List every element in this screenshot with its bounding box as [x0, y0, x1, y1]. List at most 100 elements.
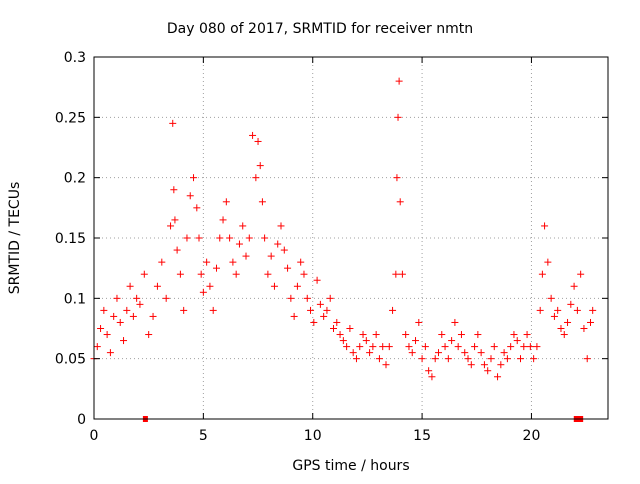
- data-point: [293, 282, 301, 290]
- data-point: [190, 174, 198, 182]
- data-point: [554, 306, 562, 314]
- data-point: [297, 258, 305, 266]
- data-point: [126, 282, 134, 290]
- data-point: [212, 264, 220, 272]
- y-axis-label: SRMTID / TECUs: [7, 182, 23, 295]
- data-point: [547, 294, 555, 302]
- data-point: [136, 300, 144, 308]
- data-point: [497, 361, 505, 369]
- data-point: [320, 312, 328, 320]
- data-point: [229, 258, 237, 266]
- data-point: [270, 282, 278, 290]
- data-point: [467, 361, 475, 369]
- data-point: [280, 246, 288, 254]
- data-point: [245, 234, 253, 242]
- y-tick-label: 0.1: [64, 291, 86, 307]
- data-point: [454, 343, 462, 351]
- data-point: [106, 349, 114, 357]
- x-axis-label: GPS time / hours: [292, 458, 409, 474]
- data-point: [352, 355, 360, 363]
- data-point: [408, 349, 416, 357]
- y-tick-label: 0.3: [64, 50, 86, 66]
- axis-ticks: [93, 56, 608, 420]
- data-point: [392, 270, 400, 278]
- data-point: [434, 349, 442, 357]
- x-tick-label: 0: [90, 428, 99, 444]
- data-point: [145, 331, 153, 339]
- data-point: [369, 343, 377, 351]
- y-tick-label: 0.05: [55, 352, 86, 368]
- data-point: [490, 343, 498, 351]
- data-point: [425, 367, 433, 375]
- data-point: [477, 349, 485, 357]
- data-point: [197, 270, 205, 278]
- data-point: [385, 343, 393, 351]
- data-point: [372, 331, 380, 339]
- data-point: [395, 77, 403, 85]
- data-point: [216, 234, 224, 242]
- x-tick-label: 15: [413, 428, 431, 444]
- data-point: [444, 355, 452, 363]
- data-point: [183, 234, 191, 242]
- y-tick-label: 0.25: [55, 110, 86, 126]
- data-point: [375, 355, 383, 363]
- data-point: [330, 325, 338, 332]
- data-point: [116, 318, 124, 326]
- data-point: [120, 337, 128, 345]
- data-point: [133, 294, 141, 302]
- data-point: [448, 337, 456, 345]
- data-point: [203, 258, 211, 266]
- data-point: [170, 186, 178, 194]
- data-point: [171, 216, 179, 224]
- data-point: [587, 318, 595, 326]
- data-point: [339, 337, 347, 345]
- data-point: [538, 270, 546, 278]
- data-point: [474, 331, 482, 339]
- data-point: [232, 270, 240, 278]
- data-point: [307, 306, 315, 314]
- data-point: [261, 234, 269, 242]
- data-point: [167, 222, 175, 230]
- data-point: [471, 343, 479, 351]
- data-point: [484, 367, 492, 375]
- data-point: [421, 343, 429, 351]
- data-point: [526, 343, 534, 351]
- data-point: [343, 343, 351, 351]
- data-point: [536, 306, 544, 314]
- data-point: [300, 270, 308, 278]
- data-point: [113, 294, 121, 302]
- data-point: [316, 300, 324, 308]
- x-tick-label: 5: [199, 428, 208, 444]
- data-point: [349, 349, 357, 357]
- data-point: [326, 294, 334, 302]
- data-point: [530, 355, 538, 363]
- data-point: [103, 331, 111, 339]
- data-point: [457, 331, 465, 339]
- data-point: [274, 240, 282, 248]
- data-point: [359, 331, 367, 339]
- data-point: [573, 306, 581, 314]
- data-point: [560, 331, 568, 339]
- data-point: [258, 198, 266, 206]
- data-point: [242, 252, 250, 260]
- x-tick-label: 10: [304, 428, 322, 444]
- data-point: [303, 294, 311, 302]
- data-point: [394, 113, 402, 121]
- data-point: [176, 270, 184, 278]
- data-point: [140, 270, 148, 278]
- data-point: [523, 331, 531, 339]
- data-point: [162, 294, 170, 302]
- data-point: [398, 270, 406, 278]
- data-point: [379, 343, 387, 351]
- data-point: [277, 222, 285, 230]
- data-point: [517, 355, 525, 363]
- data-point: [393, 174, 401, 182]
- data-point: [219, 216, 227, 224]
- data-point: [235, 240, 243, 248]
- data-point: [507, 343, 515, 351]
- data-point: [362, 337, 370, 345]
- data-point: [567, 300, 575, 308]
